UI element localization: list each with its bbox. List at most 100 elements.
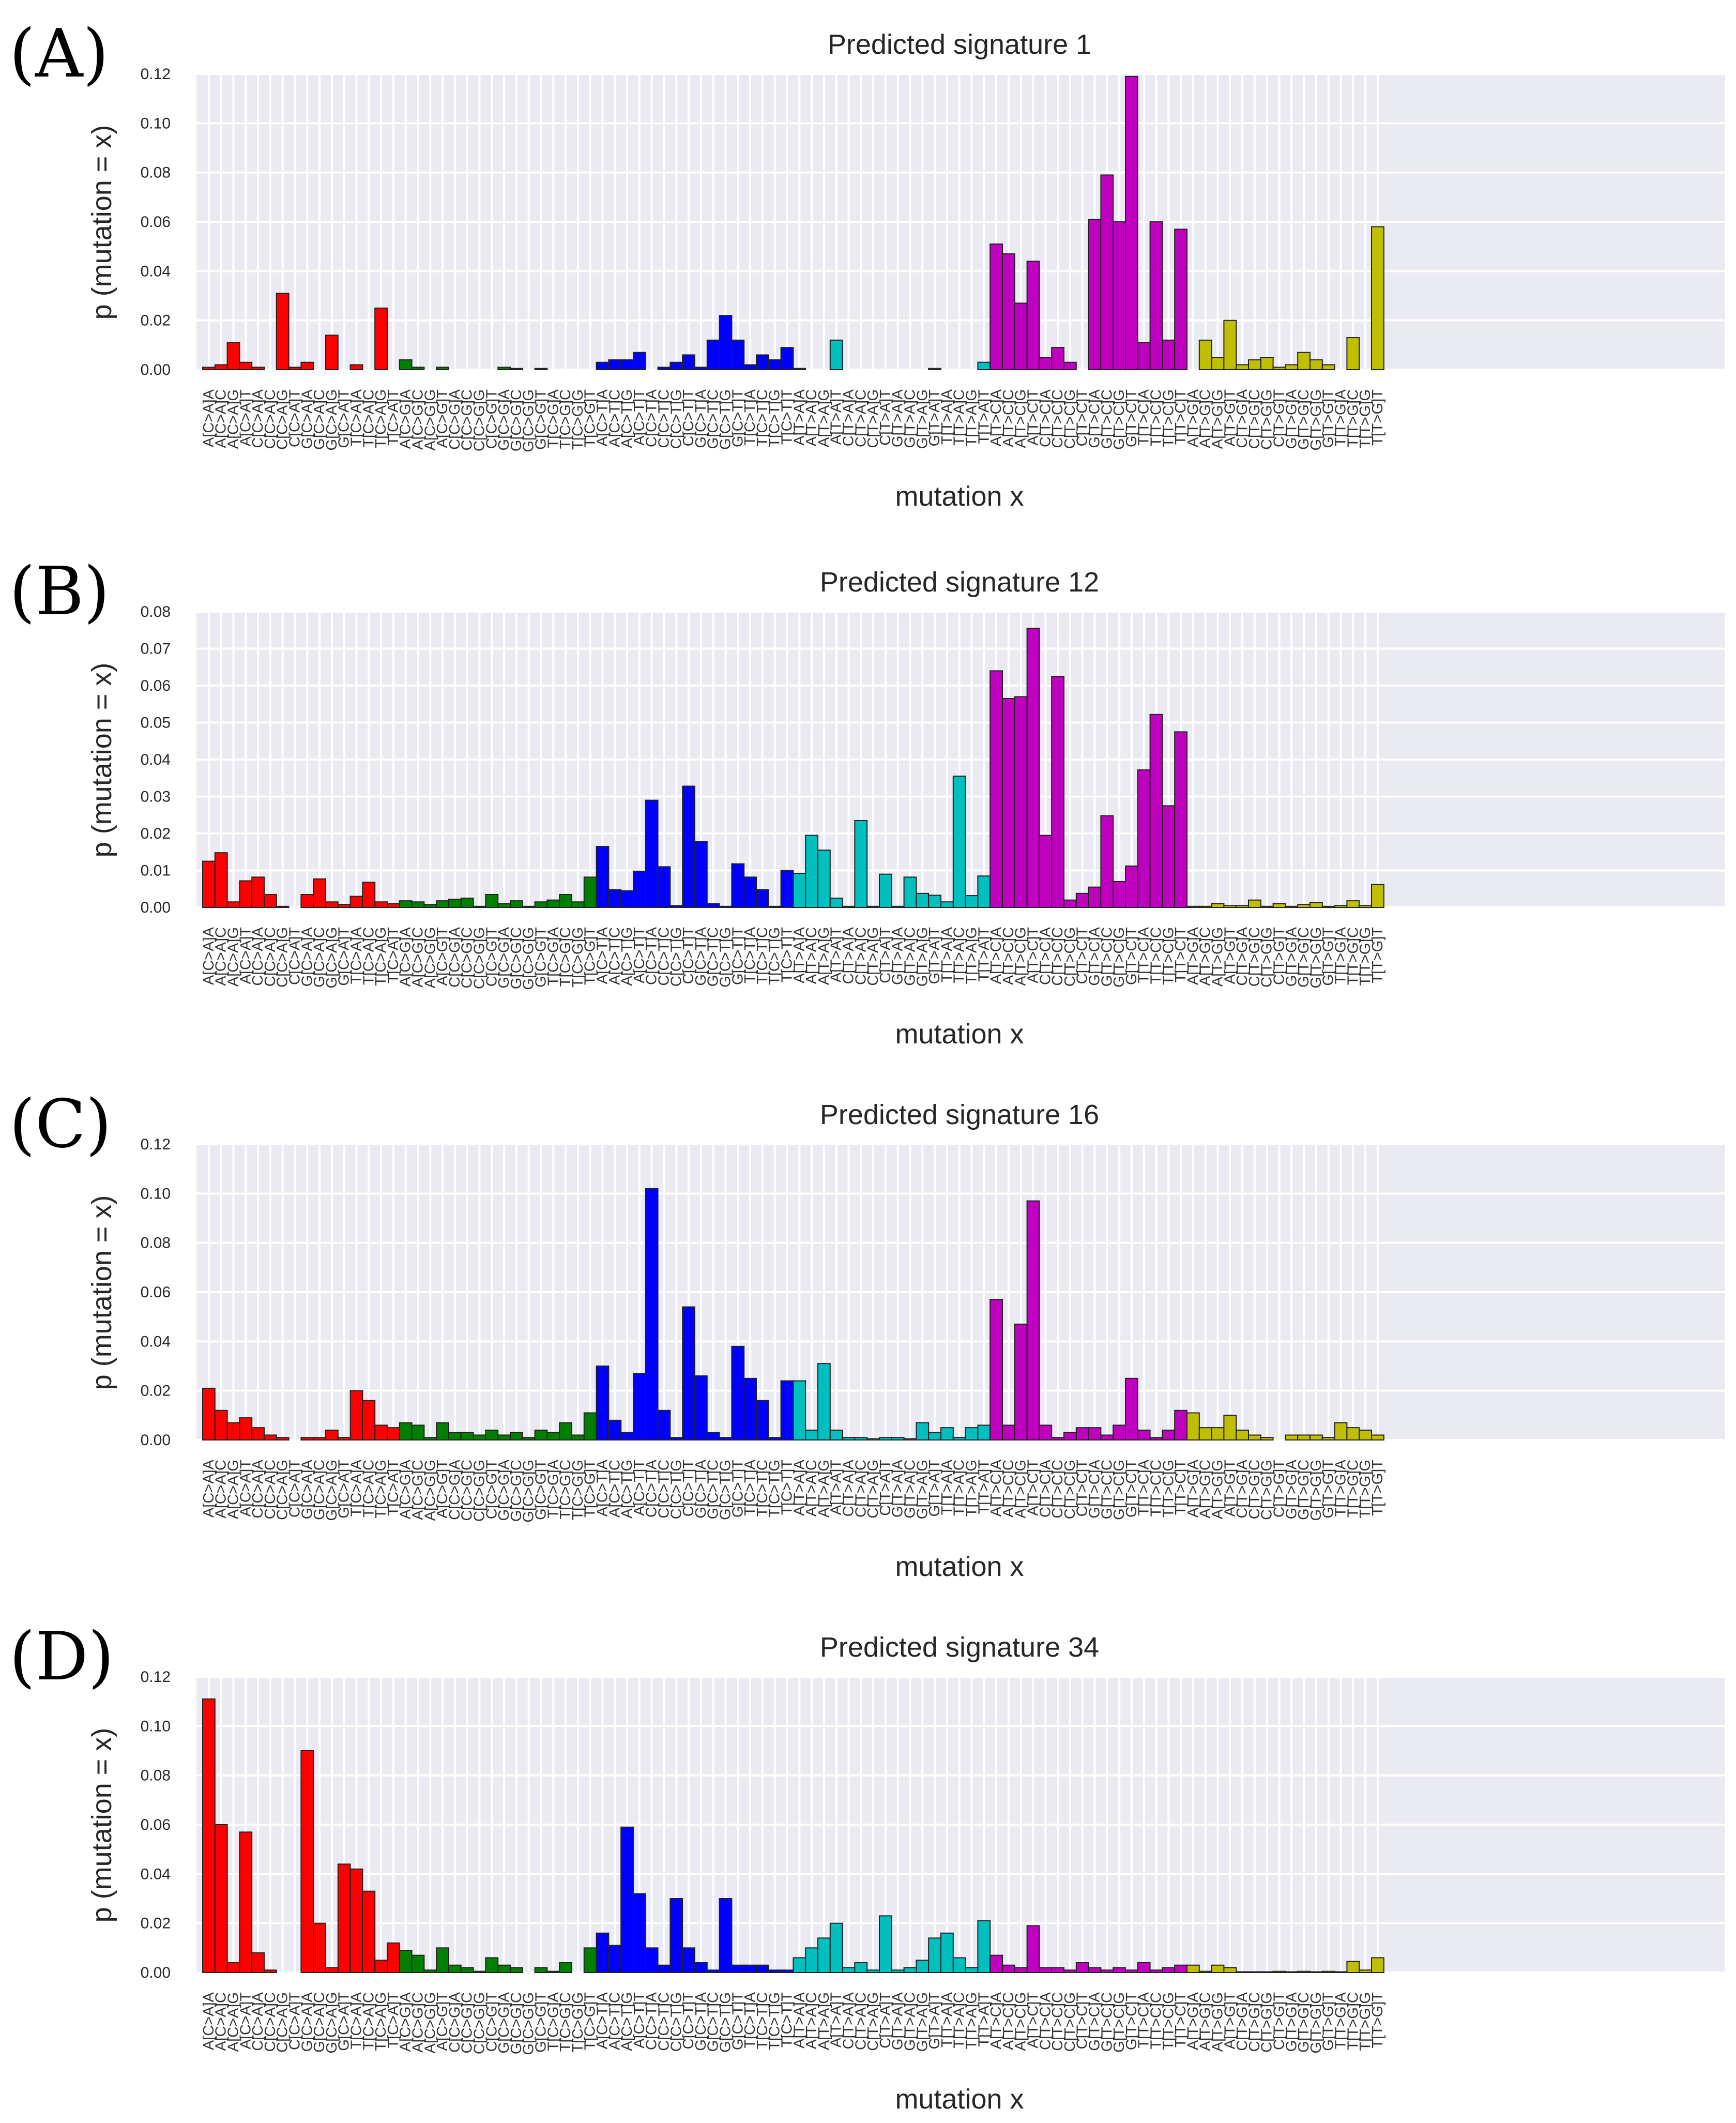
bar xyxy=(940,1427,954,1441)
x-tick-label: G[C>A]T xyxy=(336,1460,353,1519)
bar xyxy=(1063,1432,1077,1441)
bar xyxy=(989,243,1003,370)
bar xyxy=(768,359,782,371)
bar xyxy=(473,905,486,908)
bar xyxy=(264,1434,277,1441)
x-tick-label: C[T>C]C xyxy=(1049,389,1066,448)
bar xyxy=(1309,1971,1323,1974)
bar xyxy=(1088,886,1102,908)
x-tick-label: C[T>A]A xyxy=(841,389,857,446)
x-tick-label: T[C>T]A xyxy=(742,389,758,445)
x-tick-label: A[T>A]G xyxy=(816,1992,832,2050)
x-tick-label: C[C>T]C xyxy=(656,389,673,448)
x-tick-label: G[C>T]T xyxy=(729,389,746,447)
x-tick-label: T[C>G]C xyxy=(557,1460,574,1519)
x-tick-label: G[C>G]C xyxy=(508,927,525,989)
bar xyxy=(1359,905,1372,908)
bar xyxy=(682,1306,695,1440)
bar xyxy=(362,1400,376,1441)
bar xyxy=(1125,865,1138,908)
x-tick-label: C[T>C]A xyxy=(1037,1992,1054,2050)
bars xyxy=(202,75,1384,371)
bar xyxy=(1346,900,1360,908)
x-tick-label: C[C>G]C xyxy=(459,927,476,988)
x-tick-label: G[C>A]T xyxy=(336,389,353,448)
bar xyxy=(793,873,806,908)
bar xyxy=(854,1962,868,1974)
x-tick-label: G[T>G]G xyxy=(1308,1992,1324,2053)
chart-title: Predicted signature 12 xyxy=(820,567,1099,598)
bar xyxy=(1174,1409,1187,1440)
bar xyxy=(965,1967,979,1974)
bar xyxy=(448,1432,462,1441)
x-tick-label: A[C>G]T xyxy=(434,389,451,448)
bar xyxy=(1309,359,1323,371)
bar xyxy=(251,367,265,371)
y-axis-label: p (mutation = x) xyxy=(86,125,117,320)
x-tick-label: T[T>A]T xyxy=(976,389,992,444)
x-tick-label: C[T>C]A xyxy=(1037,389,1054,447)
x-tick-label: C[T>A]C xyxy=(852,927,869,985)
x-tick-label: G[T>C]A xyxy=(1087,1992,1103,2051)
bar xyxy=(817,1937,831,1973)
y-tick-label: 0.06 xyxy=(141,1816,171,1833)
x-tick-label: C[C>G]A xyxy=(447,389,463,449)
x-tick-label: T[C>G]A xyxy=(545,1992,561,2051)
x-tick-label: A[C>T]T xyxy=(631,1460,648,1516)
x-tick-label: T[T>A]T xyxy=(976,1992,992,2047)
bar xyxy=(1100,815,1114,908)
x-tick-label: G[T>A]C xyxy=(902,927,919,986)
bar xyxy=(300,361,314,371)
bar xyxy=(1260,905,1274,908)
bar xyxy=(842,1967,856,1974)
x-tick-label: G[C>T]G xyxy=(718,927,734,988)
x-tick-label: A[T>G]A xyxy=(1185,927,1201,985)
x-tick-label: A[T>G]G xyxy=(1210,389,1226,449)
x-tick-label: T[T>A]A xyxy=(939,1459,955,1515)
x-tick-label: T[T>C]C xyxy=(1148,1460,1165,1517)
y-tick-label: 0.00 xyxy=(141,1964,171,1981)
y-tick-label: 0.06 xyxy=(141,677,171,694)
bar xyxy=(756,354,769,371)
bar xyxy=(1039,357,1053,371)
bar xyxy=(1211,1427,1225,1441)
bar xyxy=(239,1831,253,1973)
x-tick-label: A[T>G]C xyxy=(1197,927,1214,986)
x-tick-labels: A[C>A]AA[C>A]CA[C>A]GA[C>A]TC[C>A]AC[C>A… xyxy=(201,927,1386,990)
bar xyxy=(1297,352,1311,371)
x-axis-label: mutation x xyxy=(895,481,1024,512)
bar xyxy=(817,850,831,908)
y-tick-label: 0.08 xyxy=(141,603,171,620)
x-tick-label: T[C>G]C xyxy=(557,927,574,987)
bar xyxy=(1211,357,1225,371)
bar xyxy=(879,873,892,908)
bar xyxy=(817,1363,831,1440)
bar xyxy=(1162,1429,1176,1441)
x-tick-label: T[T>G]C xyxy=(1345,1460,1361,1518)
bar xyxy=(1371,1434,1384,1441)
bar xyxy=(768,1437,782,1441)
x-tick-label: C[C>A]C xyxy=(262,389,279,449)
x-tick-label: A[T>A]G xyxy=(816,1460,832,1518)
x-tick-label: T[T>G]T xyxy=(1369,389,1386,446)
x-tick-label: G[T>C]C xyxy=(1099,1992,1115,2052)
bar xyxy=(805,1429,818,1441)
x-tick-label: A[C>G]C xyxy=(410,1460,427,1520)
x-tick-label: T[T>G]G xyxy=(1357,1460,1374,1519)
x-tick-label: G[C>G]T xyxy=(533,1992,550,2053)
x-tick-label: G[C>T]A xyxy=(693,389,709,448)
bar xyxy=(325,1429,339,1441)
bar xyxy=(436,1422,450,1441)
y-tick-labels: 0.00 0.02 0.04 0.06 0.08 0.10 0.12 xyxy=(141,66,171,378)
x-tick-label: A[T>A]T xyxy=(828,389,845,445)
bar xyxy=(313,1437,327,1441)
bar xyxy=(1149,1969,1163,1974)
x-tick-label: A[C>A]T xyxy=(237,927,254,984)
x-tick-label: T[C>T]C xyxy=(754,1992,771,2049)
x-tick-label: G[T>C]C xyxy=(1099,1460,1115,1519)
x-tick-label: T[C>G]T xyxy=(582,1992,599,2050)
bar xyxy=(436,367,450,371)
bar xyxy=(1162,1967,1176,1974)
x-tick-label: T[C>T]G xyxy=(767,389,783,447)
x-tick-label: C[C>T]G xyxy=(668,927,684,987)
